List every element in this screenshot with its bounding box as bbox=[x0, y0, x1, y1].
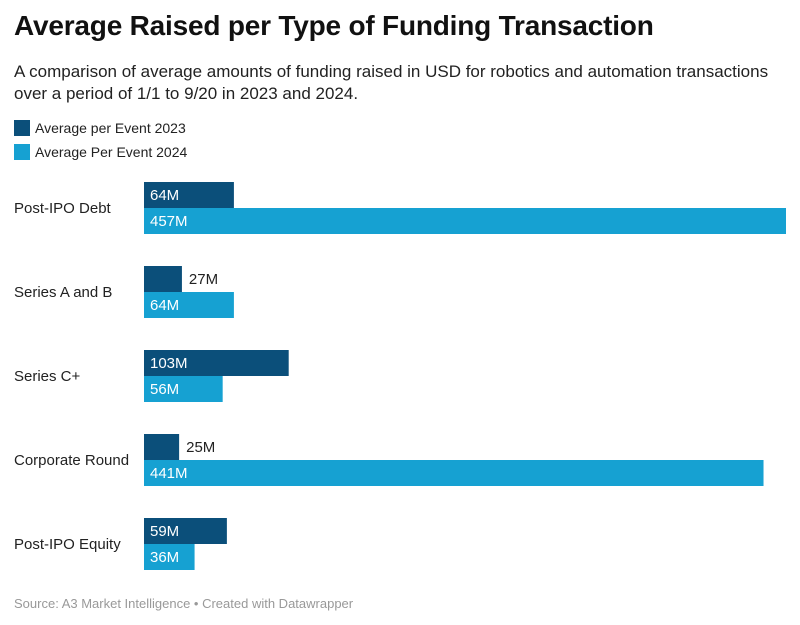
bar-label-post-ipo-equity-2023: 59M bbox=[150, 523, 179, 540]
legend-item-2024: Average Per Event 2024 bbox=[14, 140, 187, 164]
legend-label-2024: Average Per Event 2024 bbox=[35, 144, 188, 160]
bar-label-post-ipo-debt-2024: 457M bbox=[150, 213, 188, 230]
bar-post-ipo-equity-2023 bbox=[144, 518, 227, 544]
category-label-post-ipo-debt: Post-IPO Debt bbox=[14, 200, 112, 217]
legend-swatch-2024 bbox=[14, 144, 30, 160]
source-note: Source: A3 Market Intelligence • Created… bbox=[14, 596, 354, 611]
bar-label-series-c-2024: 56M bbox=[150, 381, 179, 398]
bar-post-ipo-debt-2024 bbox=[144, 208, 786, 234]
bar-series-c-2024 bbox=[144, 376, 223, 402]
bar-label-corporate-round-2024: 441M bbox=[150, 465, 188, 482]
bar-corporate-round-2024 bbox=[144, 460, 764, 486]
bar-corporate-round-2023 bbox=[144, 434, 180, 460]
legend-item-2023: Average per Event 2023 bbox=[14, 116, 187, 140]
legend: Average per Event 2023 Average Per Event… bbox=[14, 116, 187, 164]
bar-label-post-ipo-debt-2023: 64M bbox=[150, 187, 179, 204]
category-label-corporate-round: Corporate Round bbox=[14, 452, 129, 469]
bar-label-series-c-2023: 103M bbox=[150, 355, 188, 372]
bar-post-ipo-equity-2024 bbox=[144, 544, 195, 570]
legend-swatch-2023 bbox=[14, 120, 30, 136]
category-label-series-a-and-b: Series A and B bbox=[14, 284, 112, 301]
legend-label-2023: Average per Event 2023 bbox=[35, 120, 186, 136]
bar-label-post-ipo-equity-2024: 36M bbox=[150, 549, 179, 566]
category-label-series-c: Series C+ bbox=[14, 368, 81, 385]
chart-subtitle: A comparison of average amounts of fundi… bbox=[14, 62, 769, 103]
bar-label-series-a-and-b-2023: 27M bbox=[189, 271, 218, 288]
chart-title: Average Raised per Type of Funding Trans… bbox=[14, 10, 654, 41]
bar-label-series-a-and-b-2024: 64M bbox=[150, 297, 179, 314]
bar-series-a-and-b-2024 bbox=[144, 292, 234, 318]
bar-series-c-2023 bbox=[144, 350, 289, 376]
category-label-post-ipo-equity: Post-IPO Equity bbox=[14, 536, 121, 553]
bar-post-ipo-debt-2023 bbox=[144, 182, 234, 208]
bar-series-a-and-b-2023 bbox=[144, 266, 182, 292]
bar-label-corporate-round-2023: 25M bbox=[186, 439, 215, 456]
